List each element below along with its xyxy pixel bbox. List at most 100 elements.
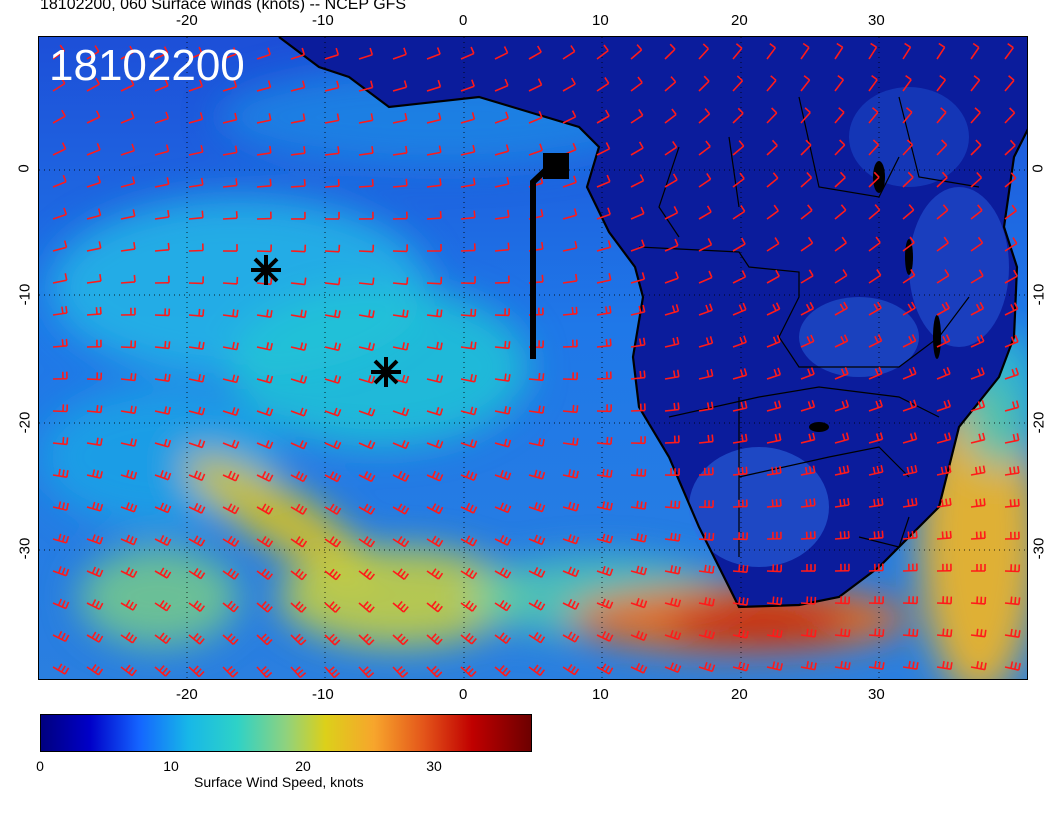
wind-barb: [902, 465, 918, 476]
wind-barb: [562, 45, 576, 60]
wind-barb: [902, 301, 916, 316]
wind-barb: [188, 210, 204, 220]
wind-barb: [562, 273, 578, 284]
wind-barb: [936, 107, 947, 124]
wind-barb: [86, 273, 102, 284]
flight-track: [530, 153, 569, 359]
wind-barb: [970, 75, 981, 92]
wind-barb: [732, 205, 746, 220]
wind-barb: [596, 436, 613, 445]
wind-barb: [664, 140, 678, 156]
wind-barb: [426, 600, 443, 613]
wind-barb: [324, 503, 342, 515]
wind-barb: [732, 433, 748, 444]
wind-barb: [52, 436, 69, 446]
wind-barb: [426, 568, 444, 580]
wind-barb: [494, 664, 511, 677]
wind-barb: [1004, 269, 1018, 284]
wind-barb: [460, 632, 477, 645]
wind-barb: [426, 439, 444, 449]
wind-barb: [868, 301, 882, 316]
wind-barb: [358, 374, 376, 384]
wind-barb: [562, 208, 578, 220]
wind-barb: [902, 236, 915, 252]
wind-barb: [358, 342, 375, 351]
wind-barb: [460, 600, 478, 612]
wind-barb: [120, 143, 136, 156]
wind-barb: [426, 211, 442, 220]
wind-barb: [290, 277, 307, 286]
wind-barb: [834, 334, 849, 348]
wind-barb: [1004, 498, 1020, 508]
wind-barb: [698, 172, 712, 188]
wind-barb: [52, 631, 70, 643]
wind-barb: [868, 171, 880, 188]
wind-barb: [630, 662, 648, 674]
wind-barb: [800, 139, 812, 156]
wind-barb: [902, 399, 917, 412]
wind-barb: [358, 407, 376, 417]
wind-barb: [596, 109, 610, 124]
wind-barb: [698, 500, 714, 509]
wind-barb: [664, 336, 680, 348]
wind-barb: [596, 598, 614, 610]
wind-barb: [596, 273, 612, 284]
top-lon-label: 10: [592, 12, 609, 29]
wind-barb: [664, 238, 679, 252]
wind-barb: [256, 535, 274, 548]
wind-barb: [290, 503, 308, 515]
wind-barb: [766, 498, 782, 508]
wind-barb: [392, 600, 409, 613]
wind-barb: [154, 406, 171, 415]
wind-barb: [800, 204, 813, 220]
wind-barb: [970, 334, 985, 348]
wind-barb: [528, 631, 546, 644]
wind-barb: [834, 74, 845, 92]
wind-barb: [154, 308, 171, 317]
wind-barb: [664, 76, 677, 92]
wind-barb: [120, 274, 136, 284]
wind-barb: [154, 78, 169, 92]
wind-barb: [392, 277, 409, 286]
wind-barb: [664, 662, 682, 673]
wind-barb: [528, 664, 546, 677]
wind-barb: [562, 241, 578, 252]
wind-barb: [596, 77, 610, 92]
wind-barb: [562, 599, 580, 610]
wind-barb: [664, 435, 680, 444]
wind-barb: [256, 342, 273, 351]
wind-barb: [86, 631, 104, 643]
wind-barb: [222, 600, 239, 613]
wind-barb: [324, 277, 341, 286]
wind-barb: [188, 600, 206, 612]
left-lat-label: -10: [16, 283, 34, 306]
wind-barb: [52, 468, 69, 478]
wind-barb: [324, 179, 340, 188]
wind-barb: [630, 206, 645, 220]
wind-barb: [392, 535, 410, 548]
wind-barb: [324, 471, 342, 483]
wind-barb: [358, 80, 374, 92]
wind-barb: [800, 107, 811, 124]
wind-barb: [528, 567, 546, 578]
wind-barb: [188, 341, 205, 350]
wind-barb: [732, 107, 744, 124]
wind-barb: [800, 465, 816, 476]
top-lon-label: -10: [312, 12, 334, 29]
wind-barb: [290, 244, 307, 253]
wind-barb: [528, 405, 545, 414]
bottom-lon-label: -10: [312, 686, 334, 703]
wind-barb: [222, 276, 239, 285]
wind-barb: [494, 308, 510, 317]
wind-barb: [494, 373, 511, 382]
wind-barb: [834, 139, 846, 156]
wind-barb: [698, 75, 710, 92]
wind-barb: [290, 309, 307, 319]
bottom-lon-label: 30: [868, 686, 885, 703]
wind-barb: [426, 665, 443, 678]
wind-barb: [426, 309, 443, 318]
wind-barb: [664, 43, 676, 60]
wind-barb: [732, 368, 748, 380]
wind-barb: [1004, 531, 1020, 540]
wind-barb: [630, 174, 645, 188]
